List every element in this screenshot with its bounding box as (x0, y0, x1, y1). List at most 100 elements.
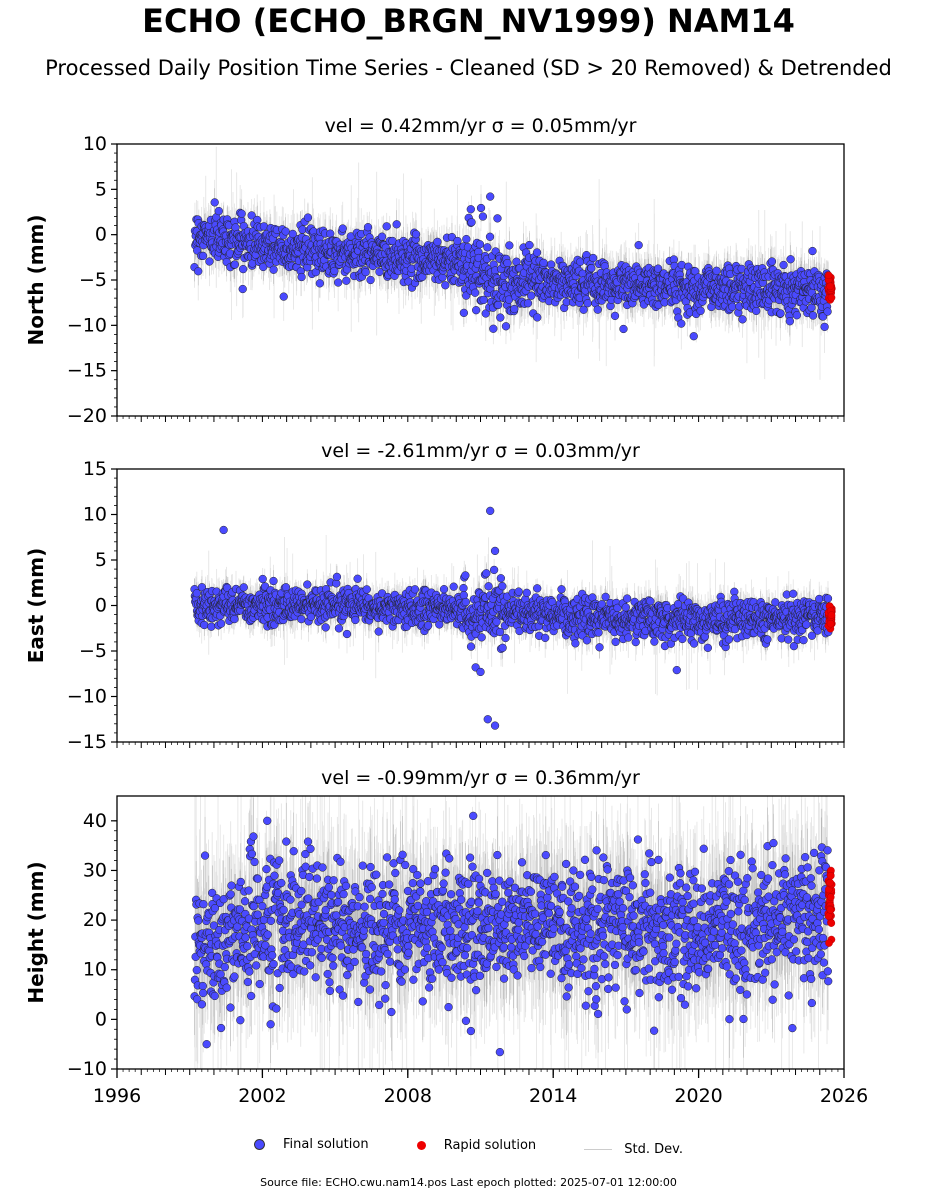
final-point (392, 220, 401, 229)
final-point (785, 317, 795, 326)
final-point-outlier (493, 214, 502, 223)
final-point (470, 288, 480, 297)
final-point (485, 232, 495, 241)
final-point (315, 279, 325, 288)
final-point-outlier (486, 192, 495, 201)
final-point (375, 267, 384, 277)
final-point-outlier (214, 206, 223, 216)
final-point (533, 313, 542, 322)
final-point (792, 311, 802, 320)
final-point (677, 319, 686, 328)
final-point (823, 307, 832, 316)
final-point (786, 255, 795, 264)
panel-1-title: vel = 0.42mm/yr σ = 0.05mm/yr (325, 115, 637, 137)
final-point (539, 258, 548, 268)
final-point (589, 253, 598, 263)
final-point-outlier (619, 324, 628, 334)
final-point (471, 306, 481, 315)
final-point (205, 257, 214, 266)
final-point (476, 203, 486, 213)
final-point (237, 209, 246, 218)
final-point (453, 236, 462, 246)
final-point (510, 304, 519, 314)
final-point (467, 218, 476, 227)
final-point (593, 305, 602, 314)
final-point (303, 213, 313, 222)
final-point (808, 311, 818, 320)
y-tick-label: 0 (95, 224, 107, 246)
final-point (752, 306, 761, 316)
final-point (494, 300, 503, 310)
final-point (776, 309, 785, 318)
final-point-outlier (478, 212, 488, 221)
rapid-point (827, 293, 836, 302)
final-point (334, 278, 343, 287)
final-point (503, 258, 512, 268)
y-tick-label: −5 (79, 269, 107, 291)
final-point (610, 311, 620, 321)
final-point (779, 260, 788, 270)
panel-2-plot-area (190, 506, 836, 730)
final-point (634, 240, 643, 250)
final-point (767, 257, 777, 266)
panel-1-rapid-points (824, 271, 836, 304)
final-point (579, 305, 588, 314)
final-point (653, 264, 663, 273)
final-point (288, 229, 297, 239)
final-point (475, 240, 485, 249)
final-point (583, 299, 592, 308)
final-point (441, 281, 450, 290)
final-point (489, 324, 498, 333)
final-point (298, 225, 307, 234)
final-point (479, 295, 488, 305)
final-point (338, 224, 347, 233)
rapid-point (826, 282, 834, 291)
final-point (363, 223, 373, 232)
final-point (696, 306, 705, 315)
panel-1-y-label: North (mm) (24, 214, 48, 345)
final-point (523, 299, 533, 308)
final-point (230, 260, 239, 269)
y-tick-label: 5 (95, 178, 107, 200)
final-point (532, 248, 542, 257)
final-point (210, 198, 219, 207)
final-point (297, 272, 306, 282)
y-tick-label: −15 (67, 360, 107, 382)
final-point (238, 284, 247, 294)
final-point (525, 240, 534, 250)
y-tick-label: −20 (67, 405, 107, 427)
final-point (501, 322, 511, 331)
panel-1-plot-area (190, 146, 836, 380)
final-point (330, 266, 339, 276)
final-point (433, 237, 442, 247)
y-tick-label: −10 (67, 314, 107, 336)
final-point (259, 222, 269, 231)
final-point (712, 266, 721, 275)
final-point (738, 315, 747, 324)
panel-1-final-points (190, 192, 833, 341)
final-point (269, 265, 278, 274)
final-point (247, 211, 256, 220)
final-point (483, 243, 492, 252)
final-point-outlier (689, 332, 698, 341)
final-point-outlier (466, 205, 475, 214)
final-point (728, 302, 737, 311)
final-point (820, 322, 829, 332)
final-point (382, 222, 391, 231)
final-point (194, 267, 203, 276)
page-title: ECHO (ECHO_BRGN_NV1999) NAM14 (142, 2, 795, 40)
panel-1: −20 −15 −10 −5 0 5 10 vel = 0.42mm/yr σ = 0.05m… (24, 115, 845, 427)
final-point (459, 308, 469, 317)
final-point (377, 232, 387, 241)
final-point (366, 275, 375, 285)
final-point (198, 251, 208, 261)
page-subtitle: Processed Daily Position Time Series - C… (45, 56, 892, 80)
final-point (587, 264, 596, 273)
final-point (496, 313, 505, 322)
final-point (238, 264, 248, 274)
final-point (808, 246, 817, 256)
final-point (361, 267, 370, 277)
y-tick-label: 10 (83, 133, 107, 155)
